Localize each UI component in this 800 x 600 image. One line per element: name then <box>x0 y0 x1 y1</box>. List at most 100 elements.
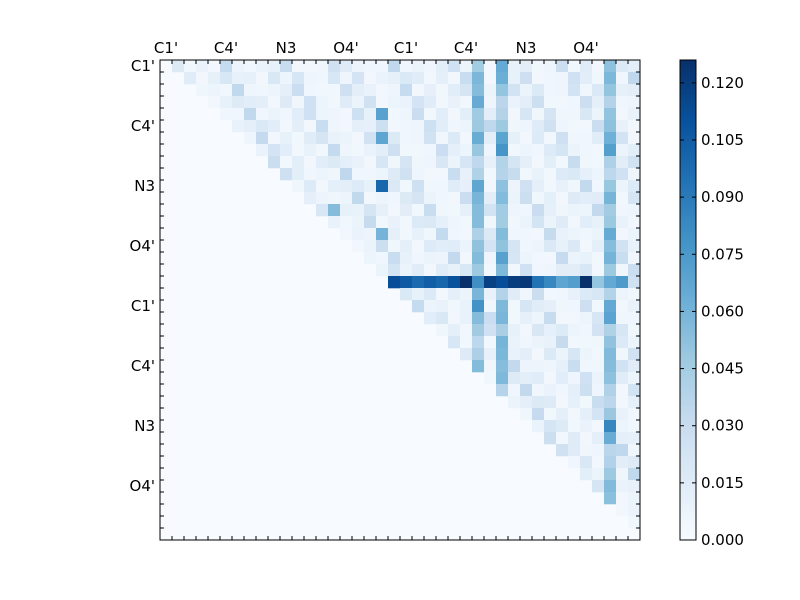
heatmap-cell <box>328 144 341 157</box>
heatmap-cell <box>628 276 641 289</box>
heatmap-cell <box>544 144 557 157</box>
heatmap-cell <box>520 156 533 169</box>
heatmap-cell <box>532 216 545 229</box>
heatmap-cell <box>400 96 413 109</box>
heatmap-cell <box>400 132 413 145</box>
heatmap-cell <box>472 144 485 157</box>
heatmap-cell <box>292 168 305 181</box>
heatmap-cell <box>568 312 581 325</box>
heatmap-cell <box>556 84 569 97</box>
heatmap-cell <box>496 216 509 229</box>
heatmap-cell <box>628 168 641 181</box>
heatmap-cell <box>520 120 533 133</box>
heatmap-cell <box>472 228 485 241</box>
heatmap-cell <box>400 276 413 289</box>
heatmap-cell <box>424 216 437 229</box>
heatmap-cell <box>460 312 473 325</box>
heatmap-cell <box>256 108 269 121</box>
heatmap-cell <box>532 336 545 349</box>
heatmap-cell <box>592 216 605 229</box>
heatmap-cell <box>508 192 521 205</box>
heatmap-cell <box>556 144 569 157</box>
heatmap-cell <box>628 312 641 325</box>
heatmap-cell <box>556 336 569 349</box>
heatmap-cell <box>472 168 485 181</box>
heatmap-cell <box>472 324 485 337</box>
y-tick-label: N3 <box>134 177 155 195</box>
heatmap-cell <box>316 204 329 217</box>
heatmap-cell <box>604 144 617 157</box>
heatmap-cell <box>436 96 449 109</box>
heatmap-cell <box>532 108 545 121</box>
heatmap-cell <box>328 72 341 85</box>
heatmap-cell <box>352 180 365 193</box>
heatmap-cell <box>496 312 509 325</box>
heatmap-cell <box>532 252 545 265</box>
heatmap-cell <box>268 132 281 145</box>
heatmap-cell <box>592 408 605 421</box>
heatmap-cell <box>616 240 629 253</box>
heatmap-cell <box>580 84 593 97</box>
heatmap-cell <box>328 204 341 217</box>
heatmap-cell <box>328 60 341 73</box>
heatmap-cell <box>604 228 617 241</box>
heatmap-cell <box>628 468 641 481</box>
heatmap-cell <box>532 348 545 361</box>
heatmap-cell <box>388 180 401 193</box>
heatmap-cell <box>568 144 581 157</box>
heatmap-cell <box>460 192 473 205</box>
heatmap-cell <box>628 336 641 349</box>
heatmap-cell <box>448 324 461 337</box>
heatmap-cell <box>568 456 581 469</box>
heatmap-cell <box>628 216 641 229</box>
heatmap-cell <box>460 276 473 289</box>
heatmap-cell <box>376 216 389 229</box>
heatmap-cell <box>628 120 641 133</box>
heatmap-cell <box>508 228 521 241</box>
heatmap-cell <box>424 144 437 157</box>
heatmap-cell <box>604 312 617 325</box>
heatmap-cell <box>616 132 629 145</box>
heatmap-cell <box>544 204 557 217</box>
heatmap-cell <box>508 84 521 97</box>
heatmap-cell <box>592 444 605 457</box>
heatmap-cell <box>496 240 509 253</box>
colorbar-tick-label: 0.075 <box>701 245 744 263</box>
heatmap-cell <box>544 84 557 97</box>
y-tick-label: O4' <box>130 237 155 255</box>
heatmap-cell <box>616 408 629 421</box>
heatmap-cell <box>340 96 353 109</box>
heatmap-cell <box>568 60 581 73</box>
heatmap-cell <box>424 276 437 289</box>
heatmap-cell <box>484 360 497 373</box>
heatmap-cell <box>556 432 569 445</box>
heatmap-cell <box>280 132 293 145</box>
heatmap-cell <box>232 72 245 85</box>
heatmap-cell <box>484 192 497 205</box>
heatmap-cell <box>508 312 521 325</box>
heatmap-cell <box>472 300 485 313</box>
heatmap-cell <box>436 312 449 325</box>
heatmap-cell <box>616 420 629 433</box>
heatmap-cell <box>556 180 569 193</box>
heatmap-cell <box>352 240 365 253</box>
heatmap-cell <box>424 96 437 109</box>
heatmap-cell <box>496 204 509 217</box>
heatmap-cell <box>424 132 437 145</box>
heatmap-cell <box>316 156 329 169</box>
heatmap-cell <box>580 408 593 421</box>
heatmap-cell <box>568 408 581 421</box>
heatmap-cell <box>340 168 353 181</box>
heatmap-cell <box>268 96 281 109</box>
colorbar: 0.000 0.015 0.030 0.045 0.060 0.075 0.090 0.105… <box>679 59 744 549</box>
heatmap-cell <box>364 72 377 85</box>
heatmap-cell <box>628 480 641 493</box>
heatmap-cell <box>628 132 641 145</box>
heatmap-cell <box>340 192 353 205</box>
heatmap-cell <box>556 312 569 325</box>
heatmap-cell <box>592 240 605 253</box>
heatmap-cell <box>532 120 545 133</box>
heatmap-cell <box>592 252 605 265</box>
heatmap-cell <box>388 228 401 241</box>
heatmap-cell <box>364 144 377 157</box>
